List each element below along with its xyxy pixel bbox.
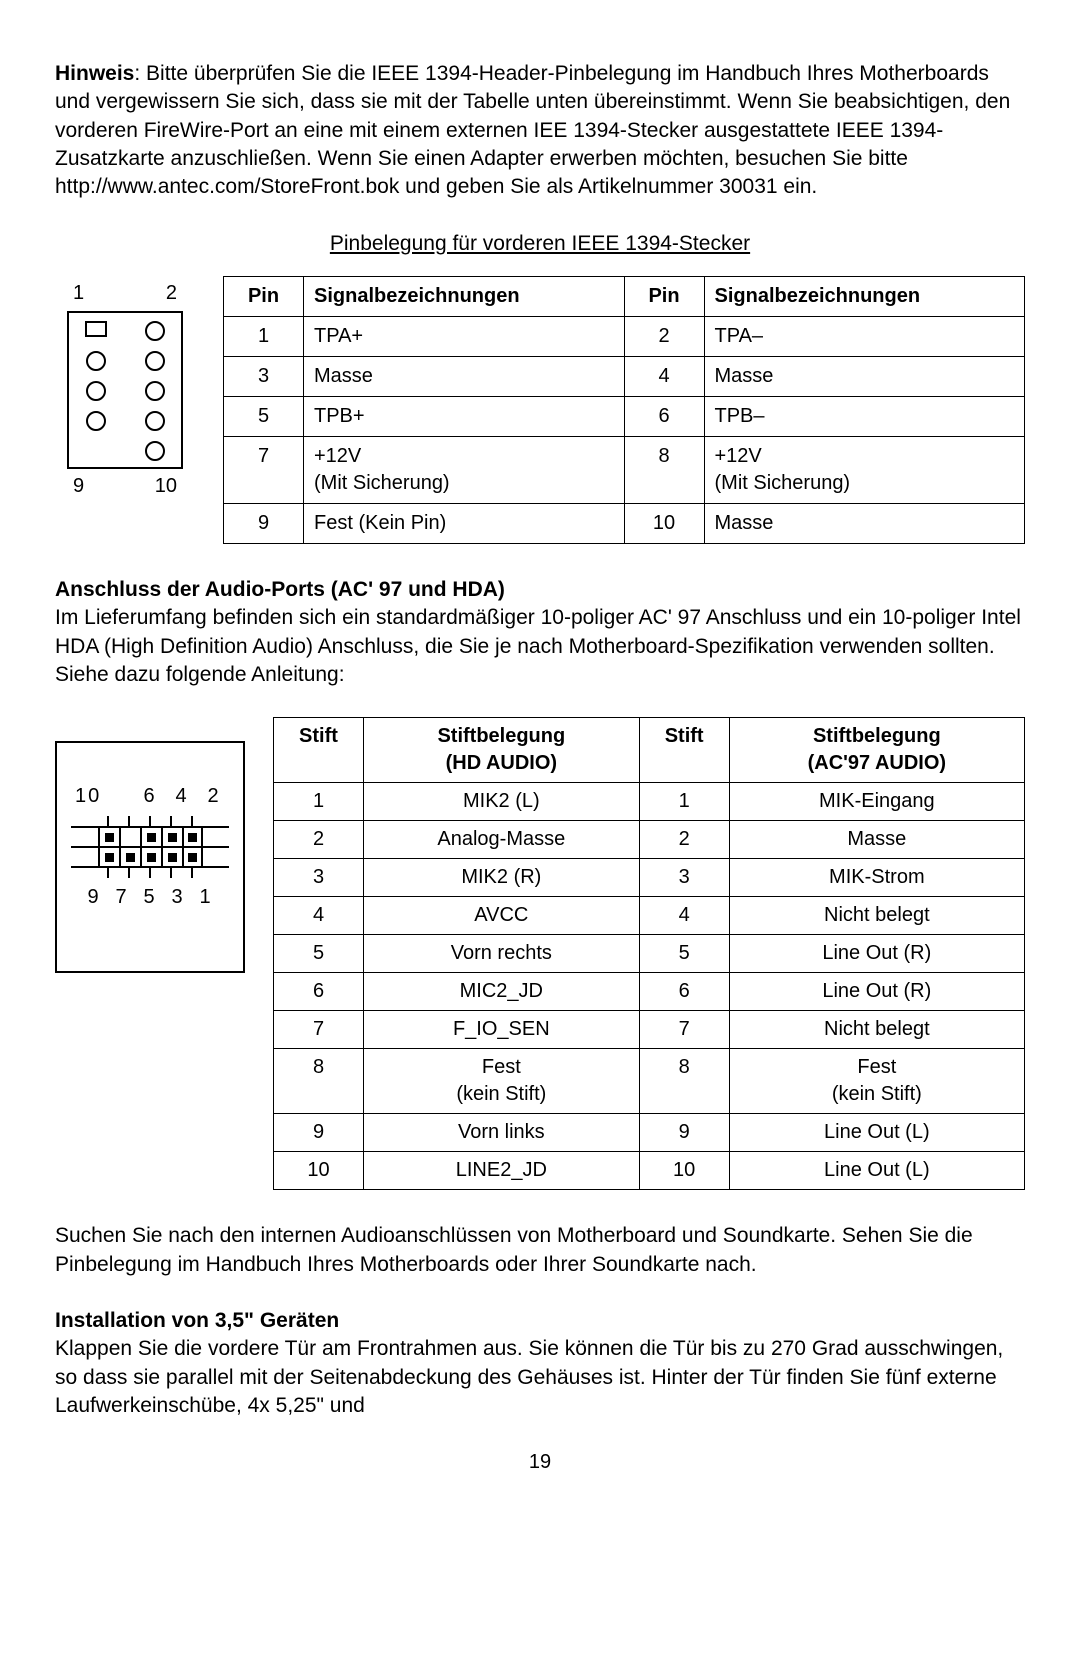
header-pin: [86, 351, 106, 371]
ieee1394-diagram: 1 2 9 10: [55, 276, 195, 500]
t1-h1: Pin: [224, 277, 304, 317]
t1-h3: Pin: [624, 277, 704, 317]
header-pin: [145, 381, 165, 401]
table-row: 8Fest(kein Stift)8Fest(kein Stift): [274, 1049, 1025, 1114]
header-pin: [145, 411, 165, 431]
audio-table: Stift Stiftbelegung(HD AUDIO) Stift Stif…: [273, 717, 1025, 1190]
header-pin: [86, 441, 106, 461]
header-pin: [145, 351, 165, 371]
table-row: 7+12V(Mit Sicherung)8+12V(Mit Sicherung): [224, 437, 1025, 504]
table-row: 4AVCC4Nicht belegt: [274, 897, 1025, 935]
table-row: 6MIC2_JD6Line Out (R): [274, 973, 1025, 1011]
install-section: Installation von 3,5" Geräten Klappen Si…: [55, 1307, 1025, 1420]
header-pin: [98, 848, 119, 866]
t2-h2: Stiftbelegung(HD AUDIO): [364, 718, 640, 783]
diag1-top-right: 2: [166, 280, 177, 307]
table-row: 2Analog-Masse2Masse: [274, 821, 1025, 859]
header-pin: [140, 848, 161, 866]
ieee1394-table: Pin Signalbezeichnungen Pin Signalbezeic…: [223, 276, 1025, 544]
diag1-top-left: 1: [73, 280, 84, 307]
ieee1394-section: 1 2 9 10 Pin Signalbezeichnungen Pin Sig…: [55, 276, 1025, 544]
page-number: 19: [55, 1449, 1025, 1476]
diag1-bottom-left: 9: [73, 473, 84, 500]
table-row: 9Vorn links9Line Out (L): [274, 1114, 1025, 1152]
header-pin: [119, 848, 140, 866]
table-row: 1MIK2 (L)1MIK-Eingang: [274, 783, 1025, 821]
header-pin: [98, 828, 119, 846]
header-pin: [85, 321, 107, 337]
header-pin: [182, 848, 203, 866]
hinweis-paragraph: Hinweis: Bitte überprüfen Sie die IEEE 1…: [55, 60, 1025, 202]
diag1-bottom-right: 10: [155, 473, 177, 500]
header-pin: [161, 828, 182, 846]
t1-h4: Signalbezeichnungen: [704, 277, 1025, 317]
t1-h2: Signalbezeichnungen: [304, 277, 625, 317]
header-pin: [145, 441, 165, 461]
table-row: 10LINE2_JD10Line Out (L): [274, 1152, 1025, 1190]
audio-heading: Anschluss der Audio-Ports (AC' 97 und HD…: [55, 576, 1025, 604]
audio-followup-paragraph: Suchen Sie nach den internen Audioanschl…: [55, 1222, 1025, 1279]
table-row: 5TPB+6TPB–: [224, 397, 1025, 437]
hinweis-label: Hinweis: [55, 62, 134, 85]
audio-section: Anschluss der Audio-Ports (AC' 97 und HD…: [55, 576, 1025, 689]
t2-h4: Stiftbelegung(AC'97 AUDIO): [729, 718, 1024, 783]
table1-caption: Pinbelegung für vorderen IEEE 1394-Steck…: [55, 230, 1025, 258]
hinweis-text: : Bitte überprüfen Sie die IEEE 1394-Hea…: [55, 62, 1010, 198]
header-pin: [86, 381, 106, 401]
t2-h3: Stift: [639, 718, 729, 783]
header-pin: [140, 828, 161, 846]
header-pin: [145, 321, 165, 341]
t2-h1: Stift: [274, 718, 364, 783]
audio-text: Im Lieferumfang befinden sich ein standa…: [55, 604, 1025, 689]
header-pin: [161, 848, 182, 866]
table-row: 5Vorn rechts5Line Out (R): [274, 935, 1025, 973]
install-heading: Installation von 3,5" Geräten: [55, 1307, 1025, 1335]
header-pin: [86, 411, 106, 431]
table-row: 3Masse4Masse: [224, 357, 1025, 397]
audio-diagram: 10642 97531: [55, 717, 245, 973]
table-row: 7F_IO_SEN7Nicht belegt: [274, 1011, 1025, 1049]
table-row: 1TPA+2TPA–: [224, 317, 1025, 357]
header-pin: [119, 828, 140, 846]
audio-row: 10642 97531 Stift Stiftbelegung(HD AUDIO…: [55, 717, 1025, 1190]
table-row: 3MIK2 (R)3MIK-Strom: [274, 859, 1025, 897]
install-text: Klappen Sie die vordere Tür am Frontrahm…: [55, 1335, 1025, 1420]
header-pin: [182, 828, 203, 846]
table-row: 9Fest (Kein Pin)10Masse: [224, 504, 1025, 544]
